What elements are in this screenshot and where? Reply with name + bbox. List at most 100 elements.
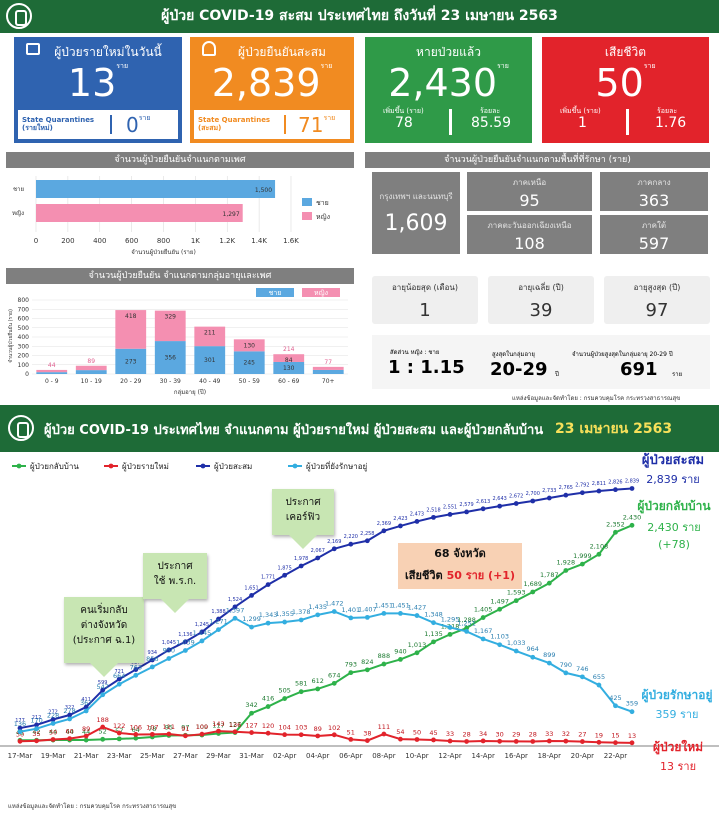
series-point bbox=[348, 737, 354, 742]
series-point bbox=[116, 676, 122, 682]
series-point bbox=[579, 674, 585, 680]
series-data-label: 103 bbox=[295, 724, 307, 732]
series-data-label: 54 bbox=[396, 728, 404, 736]
ministry-logo-icon bbox=[8, 415, 34, 441]
age-bar-male bbox=[312, 369, 344, 374]
region-north: ภาคเหนือ 95 bbox=[467, 172, 592, 211]
series-point bbox=[232, 615, 238, 621]
ratio-box: สัดส่วน หญิง : ชาย 1 : 1.15 สูงสุดในกลุ่… bbox=[372, 335, 710, 389]
age-max-label: อายุสูงสุด (ปี) bbox=[633, 283, 681, 292]
region-northeast-label: ภาคตะวันออกเฉียงเหนือ bbox=[487, 221, 572, 230]
series-point bbox=[149, 664, 155, 670]
series-point bbox=[298, 732, 304, 738]
series-data-label: 272 bbox=[48, 710, 58, 716]
series-data-label: 2,473 bbox=[410, 511, 424, 517]
series-data-label: 888 bbox=[378, 652, 390, 660]
series-data-label: 411 bbox=[81, 697, 91, 703]
series-data-label: 1,348 bbox=[424, 611, 443, 619]
series-data-label: 50 bbox=[49, 729, 57, 737]
series-point bbox=[199, 731, 205, 737]
gender-bar bbox=[36, 180, 276, 198]
series-data-label: 322 bbox=[65, 705, 75, 711]
series-point bbox=[613, 487, 618, 493]
series-data-label: 35 bbox=[32, 730, 40, 738]
series-point bbox=[183, 733, 188, 739]
age-bar-male bbox=[154, 341, 186, 374]
series-data-label: 1,451 bbox=[375, 601, 394, 609]
series-data-label: 1,251 bbox=[457, 619, 476, 627]
ratio-value: 1 : 1.15 bbox=[388, 357, 465, 378]
series-point bbox=[249, 710, 254, 716]
x-tick-label: 04-Apr bbox=[306, 752, 330, 760]
series-point bbox=[596, 488, 602, 494]
series-data-label: 1,875 bbox=[277, 565, 291, 571]
series-data-label: 89 bbox=[82, 725, 90, 733]
series-data-label: 1,136 bbox=[178, 632, 192, 638]
age-y-label: จำนวนผู้ป่วยยืนยัน (ราย) bbox=[7, 309, 14, 363]
series-point bbox=[579, 490, 585, 496]
age-total-value: 214 bbox=[283, 346, 295, 353]
callout-emergency-line1: ประกาศ bbox=[157, 561, 193, 572]
age-category-label: 20 - 29 bbox=[120, 378, 141, 385]
series-point bbox=[381, 611, 387, 616]
series-data-label: 38 bbox=[363, 730, 371, 738]
series-point bbox=[629, 740, 635, 746]
series-point bbox=[348, 541, 354, 547]
series-point bbox=[67, 712, 73, 718]
series-data-label: 2,067 bbox=[311, 548, 325, 554]
series-point bbox=[381, 661, 387, 667]
series-point bbox=[116, 681, 122, 687]
series-point bbox=[232, 729, 238, 735]
series-point bbox=[116, 730, 122, 736]
series-point bbox=[629, 486, 635, 491]
age-min-box: อายุน้อยสุด (เดือน) 1 bbox=[372, 276, 478, 324]
series-data-label: 1,427 bbox=[408, 604, 427, 612]
series-point bbox=[265, 730, 271, 736]
x-tick-label: 31-Mar bbox=[239, 752, 264, 760]
series-data-label: 104 bbox=[278, 724, 290, 732]
age-legend-swatch bbox=[302, 288, 340, 297]
series-data-label: 1,299 bbox=[242, 615, 261, 623]
sq-new-label: State Quarantines (รายใหม่) bbox=[22, 116, 95, 132]
series-data-label: 2,352 bbox=[606, 520, 625, 528]
series-data-label: 91 bbox=[181, 725, 189, 733]
series-point bbox=[579, 561, 585, 567]
series-data-label: 793 bbox=[345, 661, 357, 669]
series-data-label: 856 bbox=[146, 655, 158, 663]
x-tick-label: 29-Mar bbox=[206, 752, 231, 760]
legend-label: ผู้ป่วยที่ยังรักษาอยู่ bbox=[306, 460, 367, 472]
series-data-label: 2,108 bbox=[590, 542, 609, 550]
series-point bbox=[513, 738, 519, 744]
callout-emergency-line2: ใช้ พ.ร.ก. bbox=[153, 576, 197, 587]
region-northeast: ภาคตะวันออกเฉียงเหนือ 108 bbox=[467, 215, 592, 254]
series-point bbox=[497, 503, 503, 509]
count-label: จำนวนผู้ป่วยสูงสุดในกลุ่มอายุ 20-29 ปี bbox=[572, 351, 673, 358]
series-data-label: 425 bbox=[609, 694, 621, 702]
series-data-label: 547 bbox=[96, 683, 108, 691]
x-tick-label: 25-Mar bbox=[140, 752, 165, 760]
region-central: ภาคกลาง 363 bbox=[600, 172, 708, 211]
series-data-label: 612 bbox=[312, 677, 324, 685]
series-point bbox=[579, 739, 585, 744]
series-point bbox=[414, 519, 420, 524]
age-x-label: กลุ่มอายุ (ปี) bbox=[174, 388, 206, 396]
series-point bbox=[364, 614, 370, 620]
series-point bbox=[149, 657, 155, 663]
series-point bbox=[530, 589, 536, 595]
series-data-label: 1,145 bbox=[193, 629, 212, 637]
series-point bbox=[596, 551, 602, 557]
series-point bbox=[265, 620, 271, 626]
series-point bbox=[100, 736, 106, 742]
x-tick-label: 23-Mar bbox=[107, 752, 132, 760]
series-data-label: 1,524 bbox=[228, 597, 242, 603]
series-point bbox=[530, 654, 536, 660]
legend-label: ผู้ป่วยรายใหม่ bbox=[122, 462, 169, 472]
series-point bbox=[414, 737, 420, 742]
new-cases-label: ผู้ป่วยรายใหม่ในวันนี้ bbox=[54, 45, 162, 59]
gender-tick-label: 800 bbox=[157, 237, 170, 245]
series-data-label: 117 bbox=[212, 721, 224, 729]
series-point bbox=[50, 717, 56, 722]
x-tick-label: 20-Apr bbox=[571, 752, 595, 760]
series-point bbox=[116, 736, 122, 742]
series-point bbox=[216, 627, 221, 633]
